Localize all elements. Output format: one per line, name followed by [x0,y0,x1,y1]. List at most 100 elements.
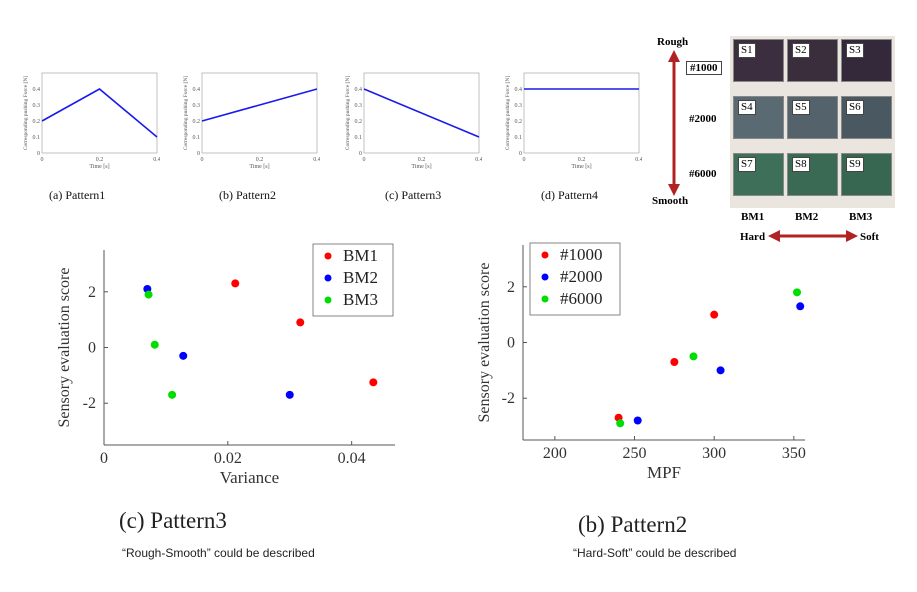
legend-marker [541,295,549,303]
data-point [231,279,240,288]
y-tick-label: 0.2 [515,119,523,125]
data-point [670,358,679,366]
row-label-1000: #1000 [686,61,722,75]
x-tick-label: 0.04 [338,450,366,467]
y-tick-label: 0.2 [33,119,41,125]
col-label-bm3: BM3 [849,211,873,223]
legend-label: #2000 [560,267,603,286]
plot-frame [523,72,640,154]
y-axis-label: Corresponding pushing Force [N] [345,76,351,151]
x-tick-label: 0 [363,157,366,163]
y-tick-label: 0 [37,151,40,157]
pattern4-caption: (d) Pattern4 [541,188,598,202]
force-pattern-line [201,88,318,122]
data-point [633,416,642,425]
sample-tile-s4: S4 [733,96,784,139]
data-point [796,302,805,311]
y-tick-label: 0 [519,151,522,157]
rough-label: Rough [657,36,689,48]
legend-marker [324,252,332,260]
x-axis-label: Time [s] [411,164,431,170]
x-tick-label: 250 [623,445,647,462]
y-tick-label: 0.3 [515,103,523,109]
row-label-6000: #6000 [689,168,717,180]
sample-tile-s9: S9 [841,153,892,196]
legend-marker [541,251,549,259]
data-point [689,352,698,361]
data-point [168,390,177,399]
pattern3-caption: (c) Pattern3 [385,188,442,202]
pattern3-plot: 0 0.2 0.4 0 0.1 0.2 0.3 0.4 Time [s] Correspondin… [345,72,482,170]
data-point [716,366,725,375]
y-tick-label: 0 [197,151,200,157]
y-tick-label: 2 [88,284,96,301]
y-tick-label: -2 [502,390,515,407]
data-point [793,288,802,297]
y-tick-label: 0.1 [515,135,523,141]
legend-label: BM1 [343,246,378,265]
pattern2-plot: 0 0.2 0.4 0 0.1 0.2 0.3 0.4 Time [s] Correspondin… [183,72,320,170]
plot-frame [363,72,480,154]
y-tick-label: 0.4 [33,87,41,93]
x-tick-label: 0.2 [96,157,104,163]
y-tick-label: 0.4 [515,87,523,93]
col-label-bm2: BM2 [795,211,819,223]
data-point [296,318,305,327]
y-axis-label: Corresponding pushing Force [N] [183,76,189,151]
y-tick-label: 0.3 [355,103,363,109]
y-tick-label: -2 [83,395,96,412]
y-tick-label: 0.1 [355,135,363,141]
plot-frame [41,72,158,154]
hard-label: Hard [740,231,766,243]
y-tick-label: 0.3 [193,103,201,109]
legend-label: #6000 [560,289,603,308]
y-tick-label: 0.4 [193,87,201,93]
y-tick-label: 0.2 [193,119,201,125]
sample-tile-s7: S7 [733,153,784,196]
x-tick-label: 300 [702,445,726,462]
sample-grid: S1 S2 S3 S4 S5 S6 S7 S8 S9 [730,36,895,208]
x-axis-label: MPF [647,463,681,482]
x-tick-label: 0.02 [214,450,242,467]
x-tick-label: 0 [201,157,204,163]
y-tick-label: 0 [359,151,362,157]
y-tick-label: 0 [507,335,515,352]
sample-tile-s2: S2 [787,39,838,82]
sample-tile-s1: S1 [733,39,784,82]
row-label-2000: #2000 [689,113,717,125]
y-tick-label: 0.2 [355,119,363,125]
y-tick-label: 0.3 [33,103,41,109]
y-axis-label: Sensory evaluation score [56,268,73,428]
legend-marker [324,274,332,282]
y-tick-label: 0.1 [193,135,201,141]
data-point [150,340,159,349]
sample-tile-s3: S3 [841,39,892,82]
legend-label: #1000 [560,245,603,264]
legend-marker [541,273,549,281]
soft-label: Soft [860,231,879,243]
data-point [616,419,625,428]
x-tick-label: 0.4 [313,157,320,163]
sample-tile-s5: S5 [787,96,838,139]
pattern1-caption: (a) Pattern1 [49,188,106,202]
data-point [710,310,719,319]
y-tick-label: 0.1 [33,135,41,141]
force-pattern-line [363,88,480,138]
x-axis-label: Time [s] [89,164,109,170]
x-tick-label: 350 [782,445,806,462]
x-tick-label: 0 [100,450,108,467]
x-tick-label: 0.2 [256,157,264,163]
legend-marker [324,296,332,304]
x-tick-label: 0.4 [475,157,482,163]
mpf-scatter: 200 250 300 350 -2 0 2 MPF Sensory evaluation sc… [476,242,806,482]
pattern2-caption: (b) Pattern2 [219,188,276,202]
y-axis-label: Corresponding pushing Force [N] [505,76,511,151]
col-label-bm1: BM1 [741,211,765,223]
left-plot-caption: (c) Pattern3 [119,508,227,533]
x-tick-label: 0 [41,157,44,163]
x-tick-label: 200 [543,445,567,462]
sample-tile-s6: S6 [841,96,892,139]
rough-smooth-arrow [668,50,680,196]
pattern1-plot: 0 0.2 0.4 0 0.1 0.2 0.3 0.4 Time [s] Correspondin… [23,72,160,170]
pattern4-plot: 0 0.2 0.4 0 0.1 0.2 0.3 0.4 Time [s] Correspondin… [505,72,642,170]
